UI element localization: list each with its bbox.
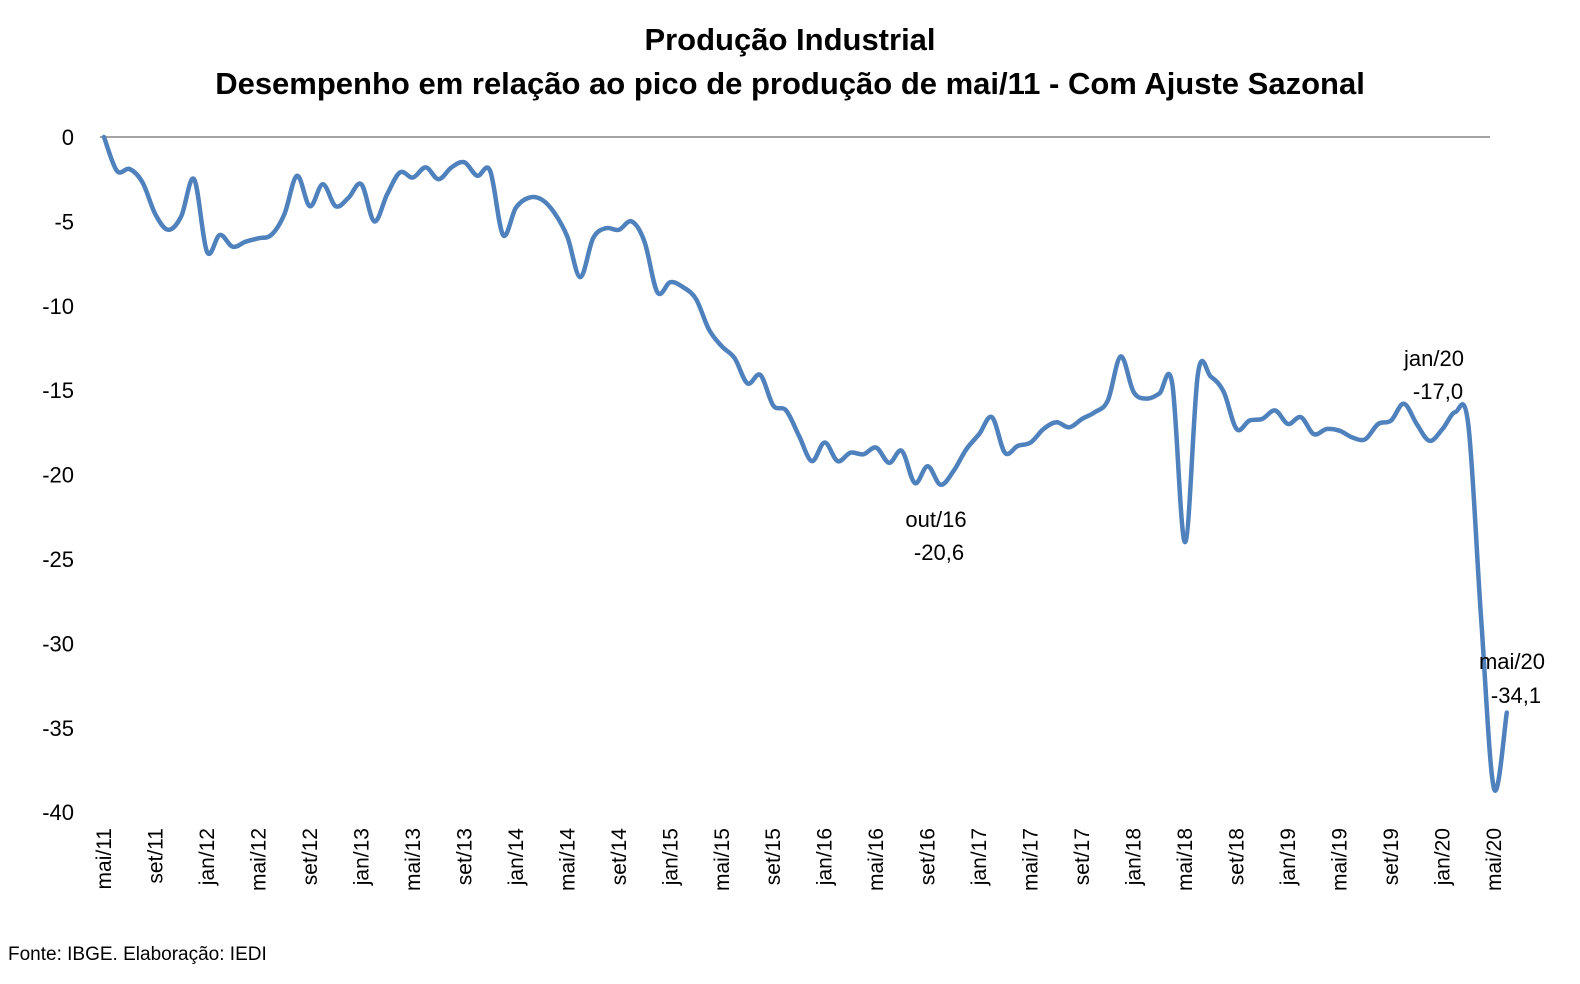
x-tick-label: jan/13: [350, 828, 373, 886]
series-line-producao: [101, 134, 1510, 793]
x-tick-label: mai/13: [402, 828, 425, 891]
annotation-jan20-value: -17,0: [1413, 379, 1463, 404]
data-points: [102, 135, 1509, 791]
annotation-jan20-label: jan/20: [1403, 346, 1464, 371]
x-tick-label: set/11: [144, 828, 167, 884]
x-tick-label: mai/16: [865, 828, 888, 891]
chart-title: Produção Industrial: [644, 22, 936, 57]
y-tick-label: -35: [42, 716, 74, 741]
x-tick-label: jan/12: [196, 828, 219, 886]
x-tick-label: set/15: [762, 828, 785, 885]
x-tick-label: set/13: [453, 828, 476, 885]
x-tick-label: jan/17: [968, 828, 991, 886]
x-tick-label: mai/15: [711, 828, 734, 891]
chart-subtitle: Desempenho em relação ao pico de produçã…: [215, 66, 1365, 101]
x-tick-label: jan/20: [1431, 828, 1454, 886]
annotation-out16-value: -20,6: [914, 540, 964, 565]
annotation-mai20-value: -34,1: [1491, 683, 1541, 708]
x-tick-label: set/16: [917, 828, 940, 885]
y-tick-label: -15: [42, 378, 74, 403]
x-tick-label: mai/11: [93, 828, 116, 889]
annotation-mai20-label: mai/20: [1479, 649, 1545, 674]
x-tick-label: set/12: [299, 828, 322, 885]
x-tick-label: jan/19: [1277, 828, 1300, 886]
x-tick-label: jan/14: [505, 828, 528, 887]
y-axis-ticks: 0 -5 -10 -15 -20 -25 -30 -35 -40: [42, 125, 74, 825]
x-tick-label: jan/18: [1123, 828, 1146, 886]
x-tick-label: mai/14: [556, 828, 579, 891]
x-tick-label: set/19: [1380, 828, 1403, 885]
x-tick-label: mai/20: [1483, 828, 1506, 891]
x-axis-ticks: mai/11 set/11 jan/12 mai/12 set/12 jan/13 mai/…: [93, 828, 1506, 891]
x-tick-label: jan/16: [814, 828, 837, 886]
y-tick-label: -25: [42, 547, 74, 572]
source-note: Fonte: IBGE. Elaboração: IEDI: [8, 944, 267, 965]
y-tick-label: -40: [42, 800, 74, 825]
x-tick-label: jan/15: [659, 828, 682, 886]
y-tick-label: -5: [54, 209, 74, 234]
x-tick-label: mai/19: [1329, 828, 1352, 891]
y-tick-label: -30: [42, 631, 74, 656]
y-tick-label: -10: [42, 294, 74, 319]
x-tick-label: set/14: [608, 828, 631, 886]
y-tick-label: -20: [42, 463, 74, 488]
x-tick-label: mai/17: [1020, 828, 1043, 891]
annotation-out16-label: out/16: [905, 507, 966, 532]
y-tick-label: 0: [62, 125, 74, 150]
x-tick-label: set/17: [1071, 828, 1094, 885]
x-tick-label: mai/18: [1174, 828, 1197, 891]
x-tick-label: set/18: [1226, 828, 1249, 885]
x-tick-label: mai/12: [247, 828, 270, 891]
